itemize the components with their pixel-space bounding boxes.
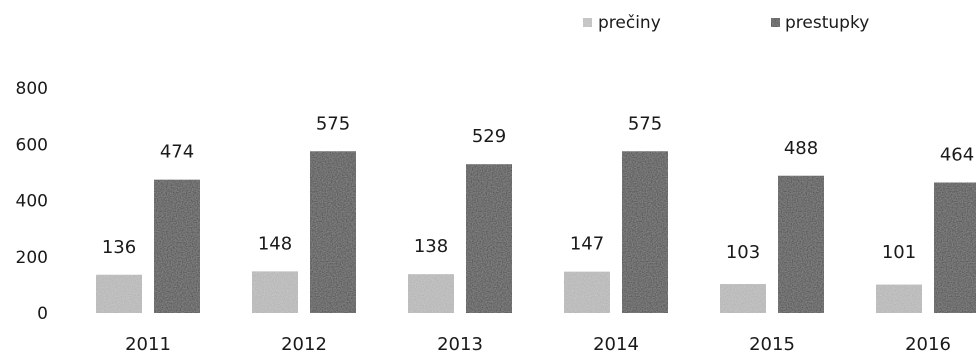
x-tick-label: 2013 — [437, 334, 483, 355]
legend-label-series-1: prečiny — [598, 13, 661, 33]
x-tick-label: 2014 — [593, 334, 639, 355]
data-label: 101 — [882, 242, 916, 263]
data-label: 488 — [784, 138, 818, 159]
y-tick-label: 0 — [37, 304, 48, 324]
y-tick-label: 400 — [16, 192, 48, 212]
data-label: 464 — [940, 145, 974, 166]
data-labels: 136 474 148 575 138 529 147 575 103 488 101 464 — [102, 113, 974, 263]
y-tick-label: 200 — [16, 248, 48, 268]
x-tick-label: 2011 — [125, 334, 171, 355]
bar-series-1 — [564, 271, 610, 313]
bar-series-1 — [720, 284, 766, 313]
y-tick-label: 800 — [16, 79, 48, 99]
data-label: 474 — [160, 142, 194, 163]
bar-series-2 — [622, 151, 668, 313]
bar-series-2 — [466, 164, 512, 313]
x-tick-label: 2012 — [281, 334, 327, 355]
bars — [96, 151, 976, 313]
bar-series-2 — [310, 151, 356, 313]
x-tick-label: 2016 — [905, 334, 951, 355]
legend-swatch-series-2 — [771, 18, 780, 27]
y-axis: 0 200 400 600 800 — [16, 79, 48, 324]
bar-series-2 — [154, 179, 200, 313]
y-tick-label: 600 — [16, 135, 48, 155]
legend-swatch-series-1 — [583, 18, 592, 27]
data-label: 575 — [316, 113, 350, 134]
legend-label-series-2: prestupky — [785, 13, 869, 33]
bar-series-2 — [778, 175, 824, 313]
data-label: 148 — [258, 233, 292, 254]
bar-series-1 — [876, 284, 922, 313]
bar-series-1 — [96, 274, 142, 313]
bar-series-2 — [934, 182, 976, 313]
data-label: 147 — [570, 234, 604, 255]
data-label: 138 — [414, 236, 448, 257]
data-label: 136 — [102, 237, 136, 258]
data-label: 575 — [628, 113, 662, 134]
legend: prečiny prestupky — [583, 13, 869, 33]
bar-series-1 — [408, 274, 454, 313]
bar-series-1 — [252, 271, 298, 313]
x-axis: 2011 2012 2013 2014 2015 2016 — [125, 334, 951, 355]
data-label: 103 — [726, 242, 760, 263]
x-tick-label: 2015 — [749, 334, 795, 355]
data-label: 529 — [472, 126, 506, 147]
